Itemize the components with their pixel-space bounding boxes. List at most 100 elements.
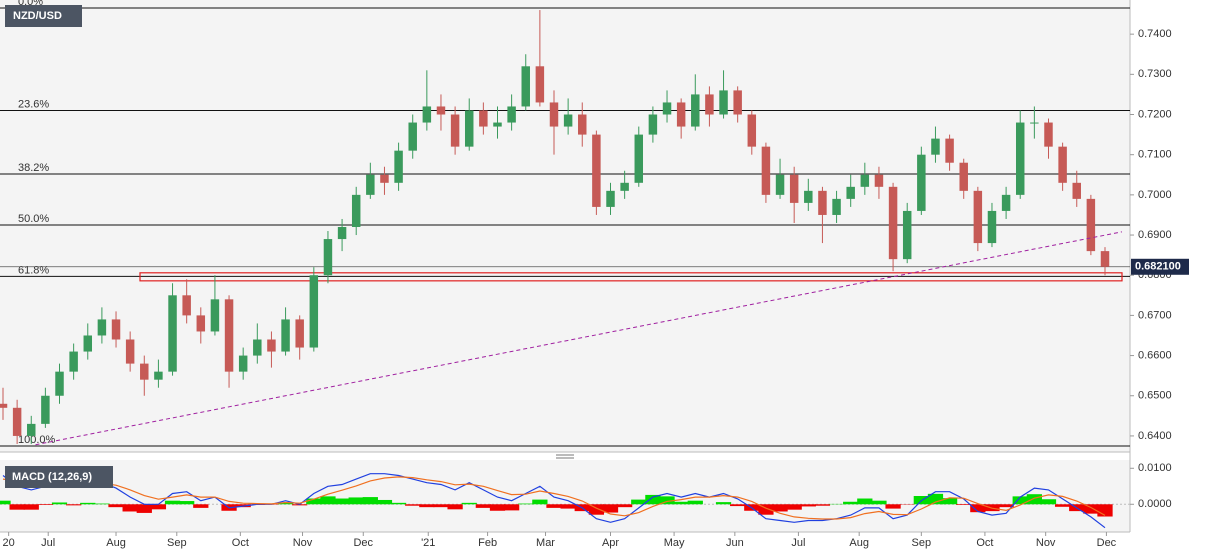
candle-body [140,363,149,380]
candle-body [592,134,601,207]
candle-body [0,403,8,408]
candle-body [747,114,757,147]
candle-body [931,138,940,155]
title-box [5,5,82,27]
macd-histogram-bar [80,502,96,505]
macd-histogram-bar [857,498,873,505]
candle-body [408,122,417,151]
candle-body [917,154,926,211]
support-zone [139,272,1123,282]
candle-body [281,319,290,352]
macd-histogram-bar [843,501,859,505]
candle-body [705,94,714,115]
candle-body [69,351,78,372]
macd-histogram-bar [730,504,746,507]
x-tick-label: Jul [41,537,55,549]
candle-body [1086,198,1096,252]
trendline [35,231,1123,446]
current-price-label: 0.682100 [1135,261,1181,273]
candle-body [648,114,658,135]
macd-histogram-bar [617,504,633,508]
candle-body [563,114,573,127]
candle-body [888,186,898,260]
macd-histogram-bar [588,504,605,515]
macd-histogram-bar [715,502,732,505]
candle-body [464,110,474,147]
candle-body [818,190,827,215]
candle-body [97,319,107,336]
macd-histogram-bar [475,504,491,508]
macd-histogram-bar [179,501,195,505]
pane-handle[interactable] [556,454,574,459]
y-tick-label: 0.6400 [1138,430,1172,442]
candle-body [168,295,177,372]
x-tick-label: Mar [536,537,555,549]
macd-histogram-bar [376,499,393,505]
macd-histogram-bar [687,500,703,505]
macd-histogram-bar [9,504,25,510]
macd-histogram-bar [1026,494,1042,505]
candle-body [874,174,884,187]
candle-body [761,146,771,195]
macd-histogram-bar [673,501,689,505]
candle-body [973,190,983,244]
candle-body [351,194,361,228]
candle-body [154,371,163,380]
candle-body [733,90,742,115]
macd-histogram-bar [193,504,209,508]
candle-body [295,319,304,348]
candle-body [1100,251,1110,267]
x-tick-label: '21 [421,537,435,549]
macd-histogram-bar [1083,504,1099,514]
macd-histogram-bar [1040,499,1057,505]
candle-body [507,106,516,123]
x-tick-label: Dec [353,537,373,549]
current-price-tag [1131,258,1189,275]
candle-body [1030,122,1039,124]
candle-body [578,114,587,135]
price-pane [0,0,1130,452]
candle-body [450,114,460,147]
plot-layer: 0.64000.65000.66000.67000.68000.69000.70… [0,0,1189,549]
candle-body [606,190,615,207]
candle-body [380,174,389,183]
candle-body [210,299,220,332]
macd-histogram-bar [970,504,986,513]
candle-body [987,210,997,244]
candle-body [691,94,700,127]
fib-label: 61.8% [18,264,49,276]
macd-histogram-bar [772,504,788,512]
x-tick-label: Aug [106,537,126,549]
candle-body [309,275,319,348]
candle-body [111,319,121,340]
macd-histogram-bar [659,496,675,505]
macd-histogram-bar [23,504,39,510]
macd-histogram-bar [503,504,520,511]
candle-body [479,110,488,127]
macd-histogram-bar [405,504,421,506]
macd-histogram-bar [390,502,407,505]
candle-body [323,239,333,276]
y-tick-label: 0.6700 [1138,309,1172,321]
candle-body [549,102,559,127]
candle-body [182,295,191,316]
candle-body [224,299,234,372]
candle-body [394,150,403,183]
macd-histogram-bar [306,498,322,505]
fib-label: 23.6% [18,98,49,110]
candle-body [125,339,135,364]
macd-histogram-bar [998,504,1014,508]
macd-histogram-bar [320,496,336,505]
macd-histogram-bar [758,504,774,515]
macd-histogram-bar [1097,504,1113,517]
candle-body [238,355,248,372]
macd-histogram-bar [956,504,972,505]
y-tick-label: 0.7100 [1138,149,1172,161]
candle-body [719,90,728,115]
y-tick-label: 0.6500 [1138,390,1172,402]
y-tick-label: 0.7200 [1138,108,1172,120]
candle-body [676,102,686,127]
macd-histogram-bar [136,504,152,513]
macd-histogram-bar [334,498,350,505]
